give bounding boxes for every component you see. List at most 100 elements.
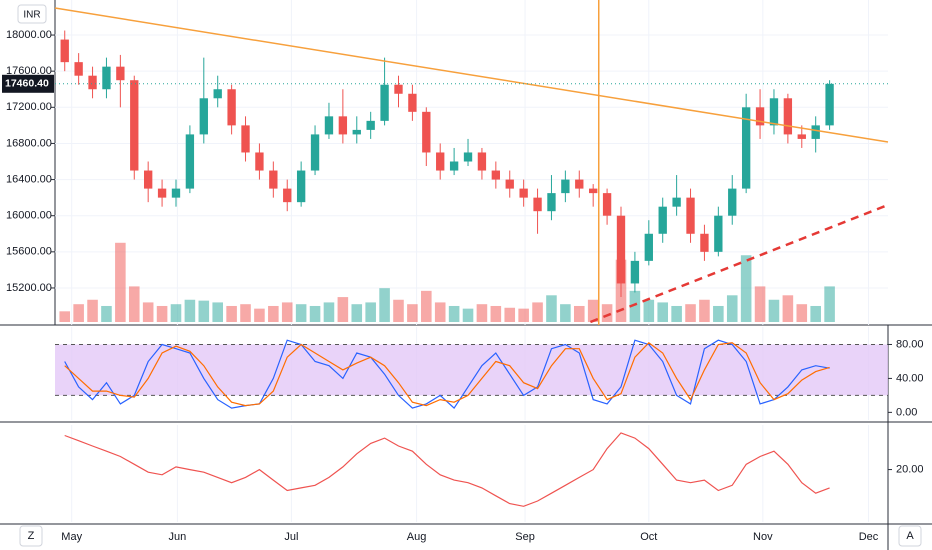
- auto-scale-button[interactable]: A: [898, 525, 922, 547]
- volume-bar: [699, 299, 710, 322]
- volume-bar: [281, 302, 293, 322]
- volume-bar: [101, 305, 112, 322]
- candle-body: [102, 66, 111, 90]
- volume-bar: [434, 302, 446, 322]
- volume-bar: [546, 295, 557, 322]
- candle-body: [519, 188, 528, 198]
- volume-bar: [407, 304, 418, 322]
- candle-body: [505, 179, 514, 189]
- x-tick-label: May: [61, 531, 82, 543]
- candle-body: [741, 107, 751, 189]
- candle-body: [60, 39, 69, 63]
- candle-body: [616, 215, 626, 284]
- candle-body: [380, 84, 389, 121]
- candle-body: [394, 84, 403, 94]
- candle-body: [130, 80, 139, 171]
- volume-bar: [810, 305, 821, 322]
- candle-body: [825, 83, 834, 126]
- y-tick-label: 15600.00: [6, 246, 52, 258]
- volume-bar: [309, 305, 321, 322]
- volume-bar: [198, 300, 210, 322]
- candle-body: [561, 179, 570, 194]
- volume-bar: [629, 290, 641, 322]
- volume-bar: [657, 302, 668, 322]
- candle-body: [589, 188, 598, 194]
- volume-bar: [740, 255, 752, 322]
- y-tick-label: 18000.00: [6, 29, 52, 41]
- last-price-label: 17460.40: [5, 78, 49, 90]
- y-tick-label: 16800.00: [6, 137, 52, 149]
- volume-bar: [59, 311, 71, 322]
- button-frame[interactable]: [19, 525, 43, 547]
- candle-body: [700, 233, 709, 252]
- zoom-button[interactable]: Z: [19, 525, 43, 547]
- y-tick-label: 16400.00: [6, 173, 52, 185]
- candle-body: [575, 179, 584, 189]
- candle-body: [338, 116, 348, 135]
- candle-body: [630, 260, 640, 284]
- y-tick-label: 17200.00: [6, 101, 52, 113]
- volume-bar: [448, 305, 460, 322]
- volume-bar: [462, 308, 474, 322]
- y-tick-label: 40.00: [896, 372, 924, 384]
- candle-body: [269, 170, 278, 189]
- candle-body: [199, 98, 208, 135]
- button-icon[interactable]: A: [906, 530, 914, 542]
- currency-badge: [17, 4, 47, 24]
- x-tick-label: Oct: [640, 531, 657, 543]
- volume-bar: [671, 305, 682, 322]
- candle-body: [144, 170, 153, 189]
- candle-body: [227, 89, 236, 126]
- candle-body: [324, 116, 334, 135]
- candle-body: [463, 152, 473, 162]
- trend-line: [589, 203, 889, 324]
- volume-bar: [365, 302, 376, 322]
- volume-bar: [573, 305, 585, 322]
- y-tick-label: 20.00: [896, 463, 924, 475]
- volume-bar: [560, 304, 571, 322]
- candle-body: [171, 188, 181, 198]
- x-tick-label: Dec: [859, 531, 879, 543]
- volume-bar: [156, 305, 168, 322]
- candle-body: [296, 170, 306, 203]
- candle-body: [547, 193, 556, 212]
- candle-body: [658, 206, 667, 234]
- candle-body: [533, 197, 542, 212]
- volume-bar: [713, 305, 724, 322]
- volume-bar: [268, 305, 279, 322]
- volume-bar: [643, 299, 655, 322]
- volume-bar: [142, 302, 154, 322]
- x-tick-label: Sep: [515, 531, 535, 543]
- volume-bar: [226, 305, 237, 322]
- button-frame[interactable]: [898, 525, 922, 547]
- volume-bar: [170, 304, 182, 322]
- volume-bar: [726, 295, 738, 322]
- button-icon[interactable]: Z: [28, 530, 35, 542]
- candle-body: [241, 125, 250, 153]
- volume-bar: [587, 299, 599, 322]
- volume-bar: [490, 305, 502, 322]
- candle-body: [255, 152, 264, 171]
- volume-bar: [476, 304, 488, 322]
- candle-body: [644, 233, 653, 261]
- volume-bar: [128, 286, 140, 322]
- volume-bar: [421, 290, 432, 322]
- candle-body: [422, 111, 431, 153]
- volume-bar: [768, 299, 780, 322]
- volume-bar: [323, 302, 335, 322]
- volume-bar: [379, 288, 390, 322]
- x-tick-label: Jul: [284, 531, 298, 543]
- x-tick-label: Nov: [753, 531, 773, 543]
- volume-bar: [254, 308, 265, 322]
- candle-body: [213, 89, 222, 99]
- candle-body: [728, 188, 737, 216]
- candle-body: [686, 197, 695, 234]
- candle-body: [797, 134, 806, 139]
- candle-body: [185, 134, 195, 189]
- x-tick-label: Jun: [169, 531, 187, 543]
- volume-bar: [240, 304, 251, 322]
- volume-bar: [295, 304, 307, 322]
- indicator-line: [64, 339, 830, 410]
- candle-body: [74, 62, 83, 76]
